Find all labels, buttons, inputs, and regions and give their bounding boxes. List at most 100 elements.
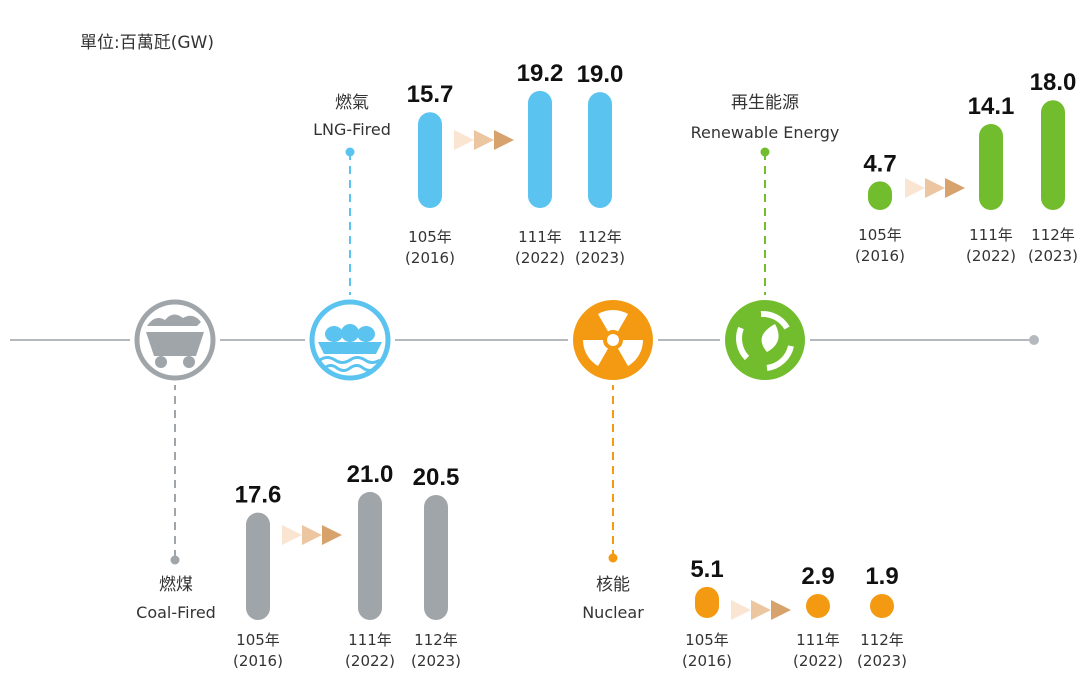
recycle-arrow	[766, 345, 794, 371]
lng-tank	[325, 326, 343, 342]
year-label-paren: (2016)	[405, 249, 455, 267]
value-label: 19.0	[577, 61, 624, 88]
lng-ship-icon	[305, 295, 395, 385]
year-label: 112年	[414, 631, 458, 649]
progress-arrow	[494, 130, 514, 150]
progress-arrow	[905, 178, 925, 198]
year-label: 111年	[518, 228, 562, 246]
bar-2016	[246, 512, 270, 620]
year-label-paren: (2022)	[793, 652, 843, 670]
category-label-en: LNG-Fired	[313, 120, 391, 139]
group-nuclear: 核能 Nuclear 5.1 105年 (2016) 2.9 111年 (2022) 1.9 11…	[568, 295, 907, 670]
year-label-paren: (2023)	[857, 652, 907, 670]
category-label-zh: 燃煤	[159, 575, 193, 595]
radiation-blade	[583, 340, 608, 366]
year-label-paren: (2022)	[515, 249, 565, 267]
progress-arrow	[771, 600, 791, 620]
bar-2022	[979, 123, 1003, 210]
category-label-en: Coal-Fired	[136, 603, 216, 622]
recycle-leaf-icon	[720, 295, 810, 385]
connector-dot	[345, 147, 355, 157]
year-label-paren: (2022)	[966, 247, 1016, 265]
radiation-blade	[618, 340, 643, 366]
year-label-paren: (2016)	[233, 652, 283, 670]
value-label: 5.1	[690, 556, 723, 583]
progress-arrow	[454, 130, 474, 150]
progress-arrow	[474, 130, 494, 150]
value-label: 17.6	[235, 482, 282, 509]
group-lng-fired: 燃氣 LNG-Fired 15.7 105年 (2016) 19.2 111年 (2022) 1…	[305, 60, 625, 385]
bar-2016	[418, 112, 442, 208]
value-label: 4.7	[863, 150, 896, 177]
category-label-zh: 燃氣	[335, 93, 369, 113]
year-label-paren: (2023)	[575, 249, 625, 267]
connector-dot	[170, 555, 180, 565]
coal-cart-icon	[130, 295, 220, 385]
connector-dot	[760, 147, 770, 157]
timeline-end-dot	[1029, 335, 1039, 345]
category-label-zh: 核能	[596, 575, 630, 595]
year-label: 112年	[1031, 226, 1075, 244]
value-label: 15.7	[407, 81, 454, 108]
value-label: 1.9	[865, 563, 898, 590]
ship-hull	[318, 342, 382, 354]
year-label-paren: (2016)	[682, 652, 732, 670]
year-label: 111年	[348, 631, 392, 649]
category-label-zh: 再生能源	[731, 93, 799, 113]
year-label: 112年	[860, 631, 904, 649]
progress-arrow	[731, 600, 751, 620]
connector-dot	[608, 553, 618, 563]
lng-tank	[341, 324, 359, 342]
recycle-arrow	[736, 326, 750, 361]
coal-pile	[147, 314, 201, 326]
bar-2016	[868, 181, 892, 210]
bar-2022	[358, 491, 382, 620]
radiation-icon	[568, 295, 658, 385]
wave	[323, 364, 377, 372]
wave	[319, 356, 381, 364]
year-label: 105年	[408, 228, 452, 246]
year-label: 105年	[685, 631, 729, 649]
value-label: 19.2	[517, 60, 564, 87]
cart-wheel	[183, 356, 195, 368]
year-label: 105年	[236, 631, 280, 649]
year-label-paren: (2016)	[855, 247, 905, 265]
value-label: 20.5	[413, 464, 460, 491]
unit-label: 單位:百萬瓩(GW)	[80, 33, 214, 53]
bar-2022	[806, 594, 830, 618]
year-label-paren: (2023)	[1028, 247, 1078, 265]
progress-arrow	[302, 525, 322, 545]
group-renewable-energy: 再生能源 Renewable Energy 4.7 105年 (2016) 14.1 111…	[691, 69, 1078, 385]
lng-tank	[357, 326, 375, 342]
bar-2023	[870, 594, 894, 618]
bar-2023	[588, 92, 612, 208]
cart-body	[146, 332, 204, 356]
value-label: 14.1	[968, 93, 1015, 120]
bar-2023	[1041, 100, 1065, 210]
progress-arrow	[925, 178, 945, 198]
radiation-center	[607, 334, 619, 346]
category-label-en: Renewable Energy	[691, 123, 840, 142]
year-label: 111年	[796, 631, 840, 649]
year-label: 112年	[578, 228, 622, 246]
icon-ring	[134, 299, 216, 381]
value-label: 21.0	[347, 461, 394, 488]
cart-wheel	[155, 356, 167, 368]
progress-arrow	[751, 600, 771, 620]
year-label: 111年	[969, 226, 1013, 244]
value-label: 18.0	[1030, 69, 1077, 96]
progress-arrow	[322, 525, 342, 545]
bar-2016	[695, 586, 719, 618]
group-coal-fired: 燃煤 Coal-Fired 17.6 105年 (2016) 21.0 111年 (2022)…	[130, 295, 461, 670]
year-label-paren: (2022)	[345, 652, 395, 670]
progress-arrow	[282, 525, 302, 545]
radiation-blade	[598, 310, 628, 332]
recycle-arrow	[760, 310, 790, 330]
value-label: 2.9	[801, 563, 834, 590]
bar-2023	[424, 494, 448, 620]
year-label: 105年	[858, 226, 902, 244]
year-label-paren: (2023)	[411, 652, 461, 670]
bar-2022	[528, 90, 552, 208]
